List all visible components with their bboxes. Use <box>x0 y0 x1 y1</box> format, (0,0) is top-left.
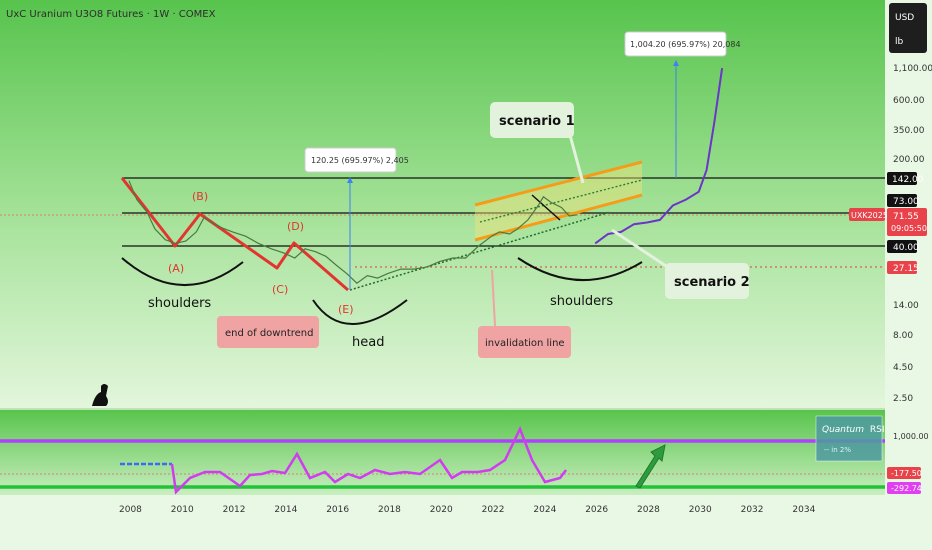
price-axis[interactable]: 1,100.00 600.00 350.00 200.00 14.00 8.00… <box>893 64 932 404</box>
x-tick-label: 2034 <box>792 505 815 515</box>
rsi-tick: 1,000.00 <box>893 432 929 441</box>
svg-text:end of downtrend: end of downtrend <box>225 328 313 339</box>
svg-text:40.00: 40.00 <box>893 243 919 253</box>
y-tick: 600.00 <box>893 96 925 106</box>
y-tick: 8.00 <box>893 331 913 341</box>
time-axis-bg <box>0 495 932 550</box>
level-badge-27: 27.15 <box>887 261 919 274</box>
channel-upper[interactable] <box>474 160 643 207</box>
level-badge-40: 40.00 <box>887 240 919 253</box>
wave-label-b: (B) <box>192 190 208 203</box>
historical-price-line[interactable] <box>128 180 578 284</box>
head-label: head <box>352 335 384 350</box>
rsi-tick: -292.74 <box>891 484 922 493</box>
svg-text:-- in 2%: -- in 2% <box>824 446 851 454</box>
measure-label-right: 1,004.20 (695.97%) 20,084 <box>624 31 741 57</box>
y-tick: 2.50 <box>893 394 913 404</box>
projection-price-line[interactable] <box>594 67 724 245</box>
x-tick-label: 2016 <box>326 505 349 515</box>
chart-title: UxC Uranium U3O8 Futures · 1W · COMEX <box>6 9 216 20</box>
x-tick-label: 2012 <box>223 505 246 515</box>
svg-text:scenario 1: scenario 1 <box>499 114 575 129</box>
level-badge-142: 142.00 <box>887 172 924 185</box>
svg-text:invalidation line: invalidation line <box>485 338 565 349</box>
svg-text:09:05:50: 09:05:50 <box>891 224 927 233</box>
measure-label-left: 120.25 (695.97%) 2,405 <box>304 147 409 173</box>
invalidation-trendline[interactable] <box>349 211 611 291</box>
y-tick: 1,100.00 <box>893 64 932 74</box>
svg-text:73.00: 73.00 <box>893 197 919 207</box>
rsi-line <box>120 425 567 495</box>
y-tick: 350.00 <box>893 126 925 136</box>
rsi-tick: -177.50 <box>891 469 922 478</box>
scenario-1-callout[interactable]: scenario 1 <box>490 102 585 184</box>
y-tick: 200.00 <box>893 155 925 165</box>
svg-text:1,004.20 (695.97%) 20,084: 1,004.20 (695.97%) 20,084 <box>630 40 741 49</box>
scenario-2-callout[interactable]: scenario 2 <box>611 228 750 299</box>
scenario-drop-line <box>531 194 561 221</box>
svg-text:Quantum RSI: Quantum RSI <box>822 425 885 435</box>
svg-text:UXK2025: UXK2025 <box>851 211 888 220</box>
rsi-pane-bg <box>0 410 885 495</box>
currency-unit: lb <box>895 37 904 47</box>
currency-selector[interactable]: USD lb <box>889 3 927 53</box>
end-of-downtrend-callout[interactable]: end of downtrend <box>217 316 319 348</box>
shoulders-label-right: shoulders <box>550 294 613 309</box>
shoulders-label-left: shoulders <box>148 296 211 311</box>
svg-text:142.00: 142.00 <box>892 175 924 185</box>
x-tick-label: 2018 <box>378 505 401 515</box>
svg-text:scenario 2: scenario 2 <box>674 275 750 290</box>
shoulder-arc-left <box>121 257 244 287</box>
x-tick-label: 2026 <box>585 505 608 515</box>
svg-text:120.25 (695.97%) 2,405: 120.25 (695.97%) 2,405 <box>311 156 409 165</box>
svg-text:27.15: 27.15 <box>893 264 919 274</box>
level-badge-73: 73.00 <box>887 194 919 207</box>
rsi-axis[interactable]: 1,000.00 -177.50 -292.74 <box>887 432 929 494</box>
wave-labels: (A) (B) (C) (D) (E) <box>168 190 354 316</box>
wave-label-e: (E) <box>338 303 354 316</box>
x-tick-label: 2010 <box>171 505 194 515</box>
x-tick-label: 2028 <box>637 505 660 515</box>
wave-label-d: (D) <box>287 220 304 233</box>
price-series <box>128 67 724 284</box>
x-tick-label: 2020 <box>430 505 453 515</box>
tradingview-logo-icon[interactable] <box>92 384 108 406</box>
y-tick: 14.00 <box>893 301 919 311</box>
y-tick: 4.50 <box>893 363 913 373</box>
currency-code: USD <box>895 13 914 23</box>
x-tick-label: 2032 <box>741 505 764 515</box>
head-arc <box>312 299 408 325</box>
wave-label-c: (C) <box>272 283 288 296</box>
current-price-badge: UXK2025 71.55 09:05:50 <box>849 208 927 236</box>
shoulder-arc-right <box>517 257 643 281</box>
invalidation-line-callout[interactable]: invalidation line <box>478 269 571 358</box>
svg-text:71.55: 71.55 <box>893 212 919 222</box>
x-tick-label: 2008 <box>119 505 142 515</box>
wave-label-a: (A) <box>168 262 184 275</box>
x-tick-label: 2022 <box>482 505 505 515</box>
x-tick-label: 2024 <box>533 505 556 515</box>
x-tick-label: 2014 <box>274 505 297 515</box>
quantum-rsi-legend[interactable]: Quantum RSI -- in 2% <box>815 415 885 462</box>
rsi-forecast-arrow[interactable] <box>635 444 666 489</box>
x-tick-label: 2030 <box>689 505 712 515</box>
main-pane-bg <box>0 0 885 408</box>
time-axis[interactable]: 2008 2010 2012 2014 2016 2018 2020 2022 2024 2026… <box>119 505 816 515</box>
